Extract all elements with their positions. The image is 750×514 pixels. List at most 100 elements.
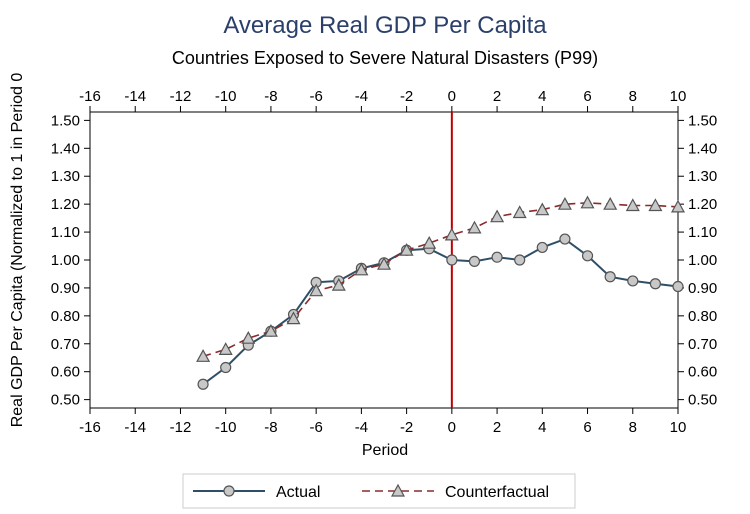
legend-label-counterfactual: Counterfactual (445, 484, 549, 501)
x-tick-label-bottom: 2 (493, 419, 501, 436)
series-counterfactual (196, 195, 686, 362)
x-tick-label-top: -12 (170, 88, 192, 105)
data-point-actual (672, 280, 684, 293)
legend-item-counterfactual: Counterfactual (362, 483, 549, 501)
y-tick-label-right: 0.70 (688, 336, 717, 353)
x-tick-label-bottom: 10 (670, 419, 687, 436)
data-point-counterfactual (580, 195, 595, 209)
y-tick-label-left: 1.10 (51, 224, 80, 241)
y-tick-label-right: 1.20 (688, 196, 717, 213)
y-axis-label: Real GDP Per Capita (Normalized to 1 in … (9, 73, 26, 428)
data-point-counterfactual (422, 235, 437, 249)
y-tick-label-right: 1.50 (688, 112, 717, 129)
x-tick-label-top: 2 (493, 88, 501, 105)
x-tick-label-top: 0 (448, 88, 456, 105)
chart-subtitle: Countries Exposed to Severe Natural Disa… (172, 48, 598, 68)
series-line-actual (202, 237, 679, 386)
x-tick-label-top: -4 (355, 88, 368, 105)
x-tick-label-bottom: 6 (583, 419, 591, 436)
data-point-counterfactual (218, 342, 233, 355)
legend: Actual Counterfactual (182, 473, 576, 509)
x-tick-label-top: -6 (309, 88, 322, 105)
data-point-counterfactual (354, 262, 369, 276)
y-tick-label-right: 0.50 (688, 392, 717, 409)
data-point-actual (559, 233, 571, 245)
y-tick-label-right: 1.10 (688, 224, 717, 241)
data-point-counterfactual (444, 227, 459, 241)
data-point-counterfactual (512, 205, 527, 219)
data-point-actual (536, 241, 548, 254)
data-point-actual (604, 271, 616, 283)
x-tick-label-top: 4 (538, 88, 546, 105)
legend-item-actual: Actual (193, 484, 320, 501)
y-tick-label-right: 0.80 (688, 308, 717, 325)
x-tick-label-top: -10 (215, 88, 237, 105)
y-tick-label-left: 1.00 (51, 252, 80, 269)
x-tick-label-top: 8 (629, 88, 637, 105)
x-tick-label-bottom: 4 (538, 419, 546, 436)
data-point-actual (627, 275, 639, 287)
x-tick-label-top: -8 (264, 88, 277, 105)
data-point-counterfactual (286, 311, 301, 325)
legend-marker-actual (223, 485, 235, 497)
y-tick-label-right: 1.00 (688, 252, 717, 269)
data-point-counterfactual (399, 242, 414, 256)
x-tick-label-top: -16 (79, 88, 101, 105)
x-tick-label-bottom: 8 (629, 419, 637, 436)
data-point-counterfactual (376, 256, 392, 270)
x-tick-label-bottom: 0 (448, 419, 456, 436)
x-tick-label-bottom: -12 (170, 419, 192, 436)
y-tick-label-right: 1.40 (688, 140, 717, 157)
data-point-actual (581, 250, 594, 262)
x-tick-label-bottom: -14 (124, 419, 146, 436)
data-point-counterfactual (535, 202, 550, 216)
x-axis-label: Period (362, 442, 408, 459)
data-point-actual (468, 255, 481, 267)
data-point-counterfactual (331, 277, 346, 291)
data-point-counterfactual (263, 323, 278, 337)
series-layer (196, 195, 686, 390)
series-line-counterfactual (202, 201, 679, 358)
legend-label-actual: Actual (276, 484, 320, 501)
y-tick-label-left: 0.80 (51, 308, 80, 325)
data-point-counterfactual (490, 209, 505, 223)
y-tick-label-left: 1.30 (51, 168, 80, 185)
y-tick-label-left: 0.70 (51, 336, 80, 353)
data-point-counterfactual (196, 349, 211, 362)
data-point-actual (220, 361, 232, 374)
data-point-counterfactual (648, 198, 663, 212)
data-point-actual (446, 254, 458, 266)
y-tick-label-left: 0.90 (51, 280, 80, 297)
y-tick-label-left: 1.20 (51, 196, 80, 213)
data-point-actual (649, 278, 661, 290)
y-tick-label-left: 1.40 (51, 140, 80, 157)
data-point-actual (491, 251, 503, 263)
y-tick-label-left: 1.50 (51, 112, 80, 129)
data-point-counterfactual (603, 196, 618, 210)
data-point-counterfactual (467, 220, 482, 234)
data-point-counterfactual (557, 196, 572, 210)
x-tick-label-bottom: -6 (309, 419, 322, 436)
y-tick-label-right: 0.60 (688, 364, 717, 381)
y-tick-label-left: 0.50 (51, 392, 80, 409)
y-tick-label-right: 0.90 (688, 280, 717, 297)
x-tick-label-bottom: -4 (355, 419, 368, 436)
data-point-actual (514, 254, 526, 266)
x-tick-label-bottom: -16 (79, 419, 101, 436)
x-tick-label-top: -2 (400, 88, 413, 105)
chart-title: Average Real GDP Per Capita (223, 12, 547, 39)
x-tick-label-top: 6 (583, 88, 591, 105)
x-tick-label-top: -14 (124, 88, 146, 105)
data-point-counterfactual (625, 198, 640, 212)
x-tick-label-top: 10 (670, 88, 687, 105)
data-point-counterfactual (241, 330, 256, 344)
x-tick-label-bottom: -8 (264, 419, 277, 436)
series-actual (197, 233, 684, 390)
data-point-counterfactual (309, 283, 324, 297)
x-tick-label-bottom: -2 (400, 419, 413, 436)
y-tick-label-right: 1.30 (688, 168, 717, 185)
legend-marker-counterfactual (390, 483, 406, 497)
axis-ticks: -16 -16 -14 -14 -12 -12 -10 -10 -8 -8 -6 -6 -4 -4 -2 -2… (51, 88, 717, 436)
data-point-actual (197, 378, 209, 390)
